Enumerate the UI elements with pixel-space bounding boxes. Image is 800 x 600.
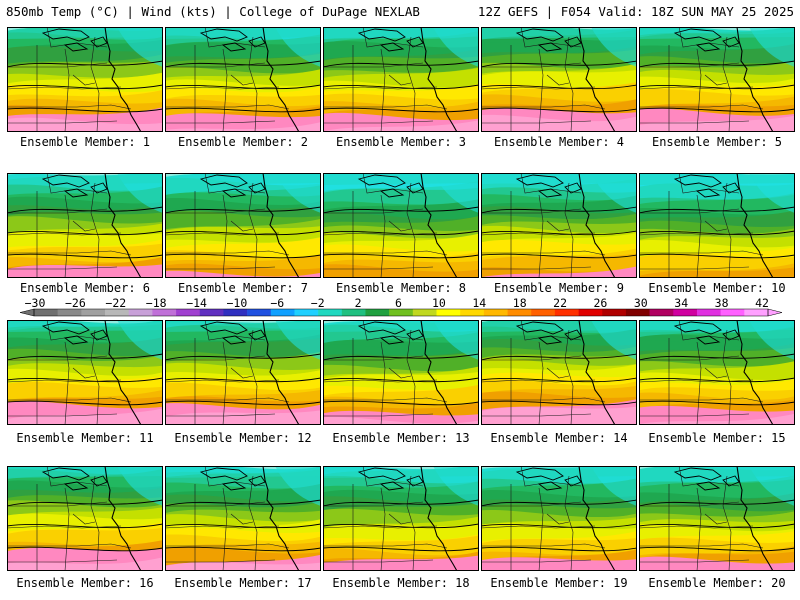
ensemble-member-label: Ensemble Member: 8 xyxy=(335,281,467,295)
ensemble-map-panel xyxy=(165,173,321,278)
ensemble-member-label: Ensemble Member: 15 xyxy=(648,431,786,445)
ensemble-map-panel xyxy=(7,27,163,132)
ensemble-member-label: Ensemble Member: 20 xyxy=(648,576,786,590)
colorbar-tick-label: 42 xyxy=(755,296,769,310)
colorbar-swatch xyxy=(223,309,248,316)
colorbar-tick-label: 22 xyxy=(553,296,567,310)
colorbar-swatch xyxy=(176,309,201,316)
colorbar-tick-label: 10 xyxy=(432,296,446,310)
ensemble-map-panel xyxy=(323,27,479,132)
colorbar-tick-label: −6 xyxy=(270,296,284,310)
ensemble-map-panel xyxy=(639,320,795,425)
colorbar-swatch xyxy=(554,309,579,316)
colorbar-swatch xyxy=(34,309,58,316)
ensemble-map-panel xyxy=(7,320,163,425)
colorbar-tick-label: −26 xyxy=(65,296,86,310)
ensemble-map-panel xyxy=(323,173,479,278)
colorbar-swatch xyxy=(389,309,414,316)
colorbar-tick-label: 18 xyxy=(513,296,527,310)
ensemble-member-label: Ensemble Member: 2 xyxy=(177,135,309,149)
colorbar-tick-label: 38 xyxy=(715,296,729,310)
colorbar-tick-label: 2 xyxy=(355,296,362,310)
ensemble-map-panel xyxy=(639,466,795,571)
colorbar-swatch xyxy=(318,309,343,316)
map-title-left: 850mb Temp (°C) | Wind (kts) | College o… xyxy=(6,4,420,19)
colorbar-swatch xyxy=(673,309,698,316)
colorbar-swatch xyxy=(720,309,745,316)
colorbar-tick-label: −10 xyxy=(227,296,248,310)
ensemble-member-label: Ensemble Member: 6 xyxy=(19,281,151,295)
colorbar-swatch xyxy=(483,309,508,316)
colorbar-swatch xyxy=(294,309,319,316)
ensemble-map-panel xyxy=(639,173,795,278)
colorbar-swatch xyxy=(602,309,627,316)
colorbar-high-arrow xyxy=(767,308,783,317)
ensemble-member-label: Ensemble Member: 14 xyxy=(490,431,628,445)
colorbar-tick-label: 6 xyxy=(395,296,402,310)
colorbar-tick-label: 26 xyxy=(593,296,607,310)
colorbar-tick-label: −18 xyxy=(146,296,167,310)
temperature-colorbar: −30 −26 −22 −18 −14 −10 −6 −2 2 6 10 14 18 22 26 30 34 38… xyxy=(0,296,800,320)
ensemble-map-panel xyxy=(481,27,637,132)
colorbar-swatch xyxy=(531,309,556,316)
colorbar-swatch xyxy=(696,309,721,316)
ensemble-map-panel xyxy=(323,466,479,571)
colorbar-tick-label: 34 xyxy=(674,296,688,310)
colorbar-swatch xyxy=(649,309,674,316)
colorbar-swatch xyxy=(128,309,153,316)
colorbar-swatch xyxy=(412,309,437,316)
colorbar-tick-label: −30 xyxy=(25,296,46,310)
ensemble-member-label: Ensemble Member: 16 xyxy=(16,576,154,590)
ensemble-map-panel xyxy=(165,27,321,132)
colorbar-swatch xyxy=(507,309,532,316)
colorbar-tick-label: −2 xyxy=(311,296,325,310)
colorbar-tick-label: 14 xyxy=(472,296,486,310)
ensemble-member-label: Ensemble Member: 7 xyxy=(177,281,309,295)
colorbar-low-arrow xyxy=(19,308,35,317)
ensemble-map-panel xyxy=(7,173,163,278)
colorbar-swatch xyxy=(199,309,224,316)
ensemble-member-label: Ensemble Member: 1 xyxy=(19,135,151,149)
ensemble-map-panel xyxy=(481,466,637,571)
ensemble-member-label: Ensemble Member: 12 xyxy=(174,431,312,445)
ensemble-member-label: Ensemble Member: 5 xyxy=(651,135,783,149)
ensemble-map-panel xyxy=(639,27,795,132)
colorbar-swatch xyxy=(744,309,769,316)
colorbar-swatch xyxy=(81,309,106,316)
ensemble-member-label: Ensemble Member: 17 xyxy=(174,576,312,590)
ensemble-map-panel xyxy=(481,173,637,278)
ensemble-member-label: Ensemble Member: 10 xyxy=(648,281,786,295)
colorbar-swatch xyxy=(152,309,177,316)
colorbar-swatch xyxy=(460,309,485,316)
ensemble-map-panel xyxy=(165,320,321,425)
colorbar-swatch xyxy=(365,309,390,316)
colorbar-tick-label: −14 xyxy=(186,296,207,310)
ensemble-map-panel xyxy=(481,320,637,425)
colorbar-swatch xyxy=(625,309,650,316)
ensemble-map-panel xyxy=(323,320,479,425)
colorbar-swatch xyxy=(247,309,272,316)
ensemble-member-label: Ensemble Member: 11 xyxy=(16,431,154,445)
ensemble-member-label: Ensemble Member: 4 xyxy=(493,135,625,149)
ensemble-map-panel xyxy=(165,466,321,571)
ensemble-member-label: Ensemble Member: 9 xyxy=(493,281,625,295)
ensemble-member-label: Ensemble Member: 19 xyxy=(490,576,628,590)
colorbar-swatch xyxy=(578,309,603,316)
colorbar-tick-label: −22 xyxy=(105,296,126,310)
ensemble-map-panel xyxy=(7,466,163,571)
ensemble-member-label: Ensemble Member: 3 xyxy=(335,135,467,149)
colorbar-swatch xyxy=(57,309,82,316)
ensemble-member-label: Ensemble Member: 13 xyxy=(332,431,470,445)
colorbar-swatch xyxy=(270,309,295,316)
colorbar-swatch xyxy=(105,309,130,316)
colorbar-swatch xyxy=(341,309,366,316)
colorbar-tick-label: 30 xyxy=(634,296,648,310)
colorbar-swatch xyxy=(436,309,461,316)
ensemble-member-label: Ensemble Member: 18 xyxy=(332,576,470,590)
map-title-right: 12Z GEFS | F054 Valid: 18Z SUN MAY 25 20… xyxy=(477,4,794,19)
